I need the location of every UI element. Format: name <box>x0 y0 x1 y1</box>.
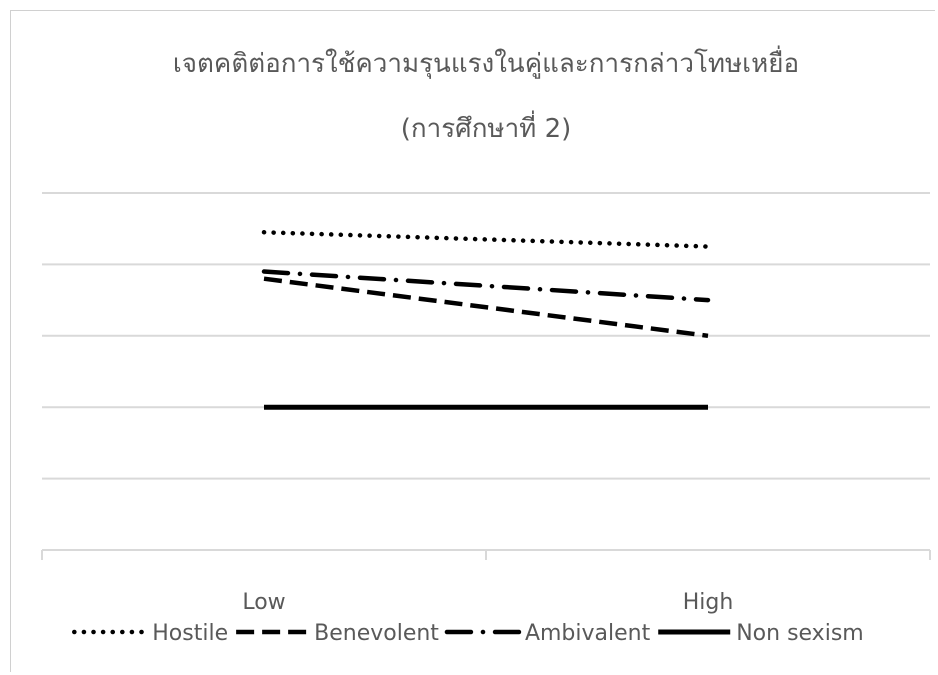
chart-title: เจตคติต่อการใช้ความรุนแรงในคู่และการกล่า… <box>173 45 799 79</box>
legend-label-ambivalent: Ambivalent <box>525 621 651 646</box>
x-tick-label: Low <box>242 590 285 615</box>
series-lines <box>261 230 711 410</box>
legend-label-hostile: Hostile <box>152 621 228 646</box>
series-line-benevolent <box>263 276 709 339</box>
legend-label-non-sexism: Non sexism <box>736 621 864 646</box>
x-tick-label: High <box>683 590 734 615</box>
chart-subtitle: (การศึกษาที่ 2) <box>401 110 572 144</box>
gridlines <box>42 192 930 480</box>
series-line-hostile <box>261 230 711 249</box>
x-tick-labels: Low High <box>242 590 733 615</box>
series-line-ambivalent <box>261 269 711 303</box>
legend: Hostile Benevolent Ambivalent Non sexism <box>72 621 864 646</box>
legend-label-benevolent: Benevolent <box>314 621 439 646</box>
x-axis <box>41 549 931 560</box>
chart-frame <box>10 10 935 672</box>
